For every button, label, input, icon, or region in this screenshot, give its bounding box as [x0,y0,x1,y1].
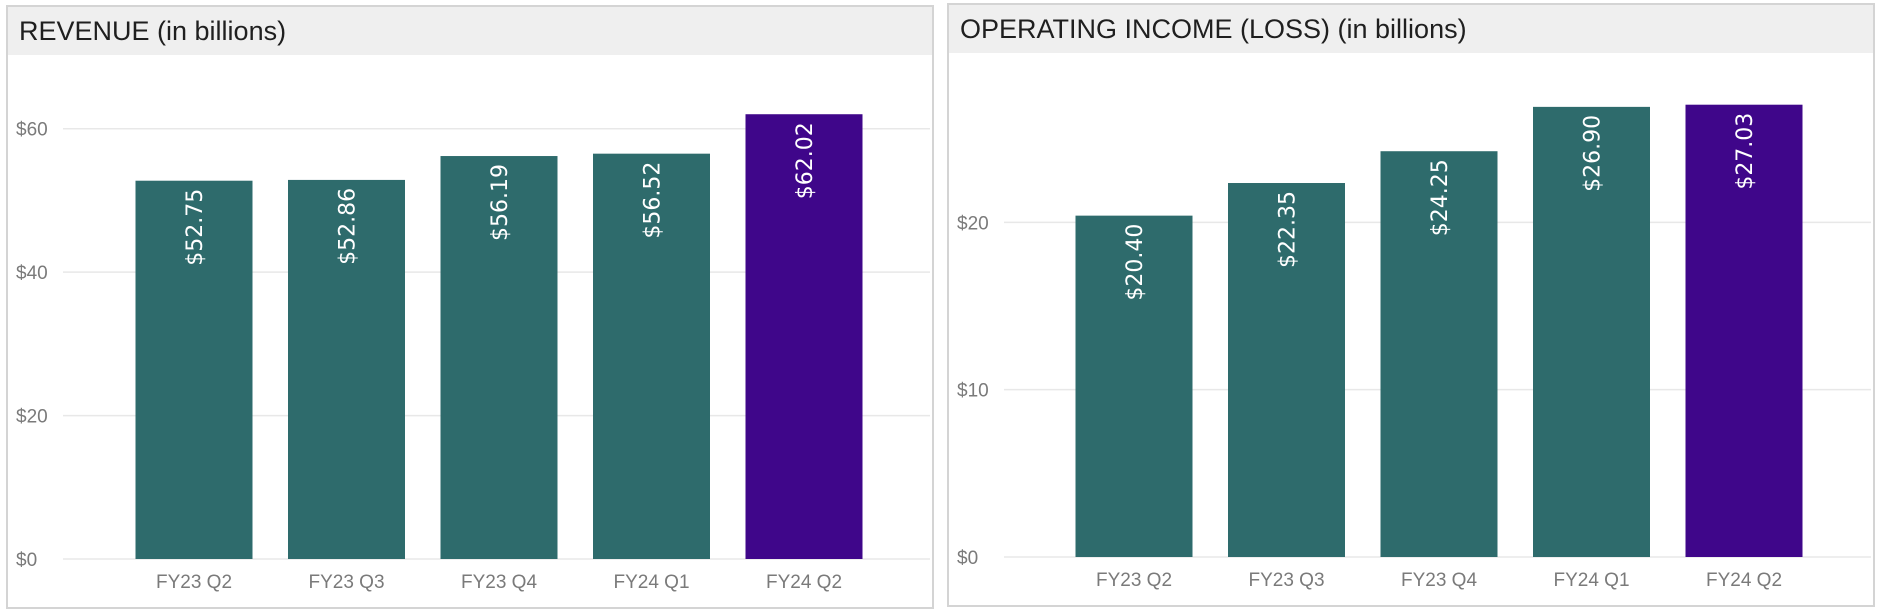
data-label: $26.90 [1581,115,1606,192]
x-category-label: FY23 Q3 [308,572,384,593]
bar-fy24-q1 [1533,106,1650,557]
data-label: $22.35 [1276,191,1301,268]
y-tick-label: $20 [957,213,989,234]
bar-fy24-q1 [593,153,710,560]
bar-fy23-q2 [1075,215,1193,557]
bar-fy24-q2 [745,114,863,559]
y-tick-label: $0 [957,548,978,569]
bar-fy23-q2 [135,180,253,559]
x-category-label: FY23 Q4 [1401,570,1477,591]
y-tick-label: $40 [16,263,48,284]
x-category-label: FY24 Q2 [766,572,842,593]
revenue-chart: $0 $20 $40 $60 $52.75 FY23 Q2 $52.86 FY23 Q3 $56… [16,114,930,593]
x-category-label: FY23 Q4 [461,572,537,593]
x-category-label: FY24 Q1 [1553,570,1629,591]
x-category-label: FY23 Q2 [156,572,232,593]
data-label: $52.86 [336,188,361,265]
bar-fy23-q4 [440,156,558,560]
y-tick-label: $0 [16,550,37,571]
y-tick-label: $10 [957,381,989,402]
data-label: $62.02 [793,122,818,199]
x-category-label: FY23 Q2 [1096,570,1172,591]
data-label: $56.19 [488,164,513,241]
bar-fy24-q2 [1685,104,1803,557]
operating-income-chart: $0 $10 $20 $20.40 FY23 Q2 $22.35 FY23 Q3 $24.25… [957,104,1871,591]
revenue-chart-panel: REVENUE (in billions) $0 $20 $40 $60 $52.75 F… [6,5,934,609]
data-label: $52.75 [183,189,208,266]
revenue-chart-title: REVENUE (in billions) [8,7,932,55]
operating-income-chart-panel: OPERATING INCOME (LOSS) (in billions) $0… [947,3,1875,607]
bar-fy23-q4 [1380,151,1498,557]
operating-income-chart-title: OPERATING INCOME (LOSS) (in billions) [949,5,1873,53]
data-label: $20.40 [1123,224,1148,301]
y-tick-label: $60 [16,120,48,141]
bar-fy23-q3 [1228,183,1345,557]
x-category-label: FY24 Q2 [1706,570,1782,591]
data-label: $27.03 [1733,113,1758,190]
data-label: $24.25 [1428,159,1453,236]
data-label: $56.52 [641,162,666,239]
bar-fy23-q3 [288,179,405,560]
y-tick-label: $20 [16,407,48,428]
x-category-label: FY24 Q1 [613,572,689,593]
x-category-label: FY23 Q3 [1248,570,1324,591]
